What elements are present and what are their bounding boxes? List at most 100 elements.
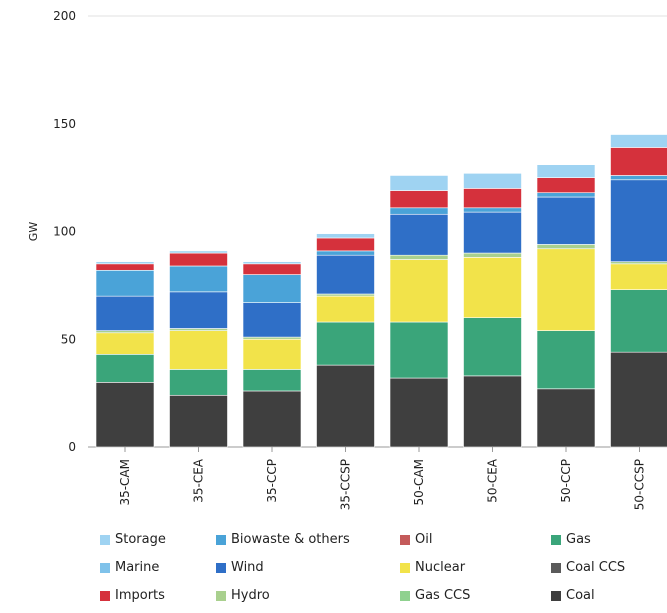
bar-segment-hydro (242, 336, 302, 340)
legend-label: Marine (115, 560, 160, 575)
bar-segment-nuclear (389, 259, 449, 323)
legend-label: Oil (415, 532, 433, 547)
legend-swatch (551, 590, 561, 601)
legend-swatch (216, 562, 226, 573)
x-tick-label: 50-CEA (486, 458, 500, 503)
bar-segment-storage (169, 250, 228, 254)
bar-segment-hydro (316, 293, 375, 297)
bar-segment-biowaste-others (169, 265, 228, 293)
x-axis-tick-labels: 35-CAM 35-CEA 35-CCP 35-CCSP 50-CAM 50-CEA 50-… (118, 447, 647, 510)
legend-swatch (551, 562, 561, 573)
legend-item: Oil (400, 532, 432, 547)
y-tick-label: 0 (68, 440, 76, 454)
bar-segment-storage (316, 233, 375, 239)
legend-swatch (400, 590, 410, 601)
legend-label: Imports (115, 588, 165, 603)
bar-segment-wind (389, 213, 449, 256)
bar-segment-coal (242, 390, 302, 448)
y-axis: 0 50 100 150 200 (53, 9, 667, 454)
legend-label: Gas CCS (415, 588, 471, 603)
x-tick-label: 35-CEA (192, 458, 206, 503)
legend-item: Nuclear (400, 560, 465, 575)
bar-segment-hydro (463, 252, 522, 258)
bar-segment-storage (536, 164, 596, 178)
legend-item: Biowaste & others (216, 532, 350, 547)
bar-segment-imports (610, 147, 667, 176)
bar-segment-nuclear (536, 248, 596, 331)
bar-segment-biowaste-others (95, 269, 155, 297)
y-tick-label: 150 (53, 117, 76, 131)
legend-swatch (100, 590, 110, 601)
bar-segment-imports (389, 190, 449, 209)
legend-item: Coal CCS (551, 560, 625, 575)
bar-segment-wind (610, 179, 667, 262)
y-tick-label: 200 (53, 9, 76, 23)
bar-segment-imports (536, 177, 596, 194)
x-tick-label: 50-CCSP (633, 459, 647, 510)
bar-segment-imports (169, 252, 228, 267)
legend-label: Hydro (231, 588, 270, 603)
bar-segment-wind (316, 254, 375, 295)
legend-label: Coal (566, 588, 595, 603)
legend-label: Gas (566, 532, 591, 547)
bar-segment-imports (316, 237, 375, 252)
legend-item: Imports (100, 588, 165, 603)
y-tick-label: 50 (61, 332, 76, 346)
bar-segment-coal (95, 382, 155, 448)
bar-segment-coal (169, 394, 228, 448)
x-tick-label: 35-CCP (265, 459, 279, 503)
bar-segment-coal (389, 377, 449, 448)
legend-item: Storage (100, 532, 166, 547)
bar-segment-imports (242, 263, 302, 275)
legend-item: Marine (100, 560, 159, 575)
bar-segment-coal (463, 375, 522, 448)
bars (95, 134, 667, 448)
bar-segment-storage (463, 173, 522, 189)
bar-segment-gas (463, 317, 522, 377)
bar-segment-hydro (536, 244, 596, 250)
legend-swatch (216, 590, 226, 601)
legend-swatch (551, 534, 561, 545)
bar-segment-biowaste-others (242, 274, 302, 303)
bar-segment-hydro (95, 330, 155, 334)
legend-swatch (216, 534, 226, 545)
bar-segment-storage (610, 134, 667, 148)
bar-segment-gas (536, 330, 596, 390)
x-tick-label: 35-CCSP (339, 459, 353, 510)
bar-segment-imports (463, 188, 522, 209)
bar-segment-wind (169, 291, 228, 329)
bar-segment-storage (95, 261, 155, 265)
x-tick-label: 50-CAM (412, 459, 426, 506)
legend-item: Gas CCS (400, 588, 470, 603)
legend-swatch (100, 562, 110, 573)
bar-segment-wind (463, 211, 522, 254)
bar-segment-hydro (169, 328, 228, 331)
bar-segment-nuclear (242, 338, 302, 370)
bar-segment-gas (95, 354, 155, 383)
legend-item: Hydro (216, 588, 270, 603)
legend-swatch (100, 534, 110, 545)
bar-segment-hydro (610, 261, 667, 265)
bar-segment-biowaste-others (610, 175, 667, 181)
bar-segment-wind (536, 196, 596, 245)
bar-segment-nuclear (169, 330, 228, 370)
bar-segment-nuclear (463, 257, 522, 318)
bar-segment-biowaste-others (536, 192, 596, 198)
bar-segment-wind (242, 302, 302, 338)
bar-segment-nuclear (95, 332, 155, 355)
y-axis-label: GW (27, 222, 40, 242)
bar-segment-imports (95, 263, 155, 271)
legend-label: Storage (115, 532, 166, 547)
bar-segment-gas (242, 369, 302, 392)
y-tick-label: 100 (53, 225, 76, 239)
bar-segment-gas (316, 321, 375, 366)
bar-segment-biowaste-others (316, 250, 375, 256)
bar-segment-biowaste-others (389, 207, 449, 215)
bar-segment-gas (169, 369, 228, 396)
legend-swatch (400, 562, 410, 573)
x-tick-label: 50-CCP (559, 459, 573, 503)
legend-label: Wind (231, 560, 264, 575)
bar-segment-storage (242, 261, 302, 265)
bar-segment-coal (610, 351, 667, 448)
